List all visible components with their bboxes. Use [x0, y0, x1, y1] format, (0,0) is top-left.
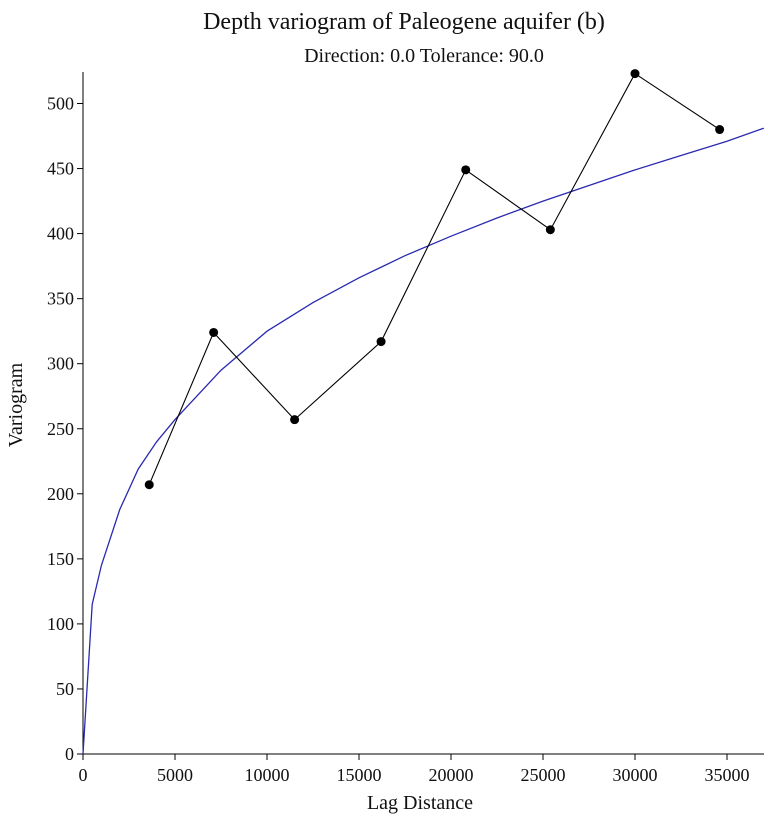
y-tick-label: 350	[47, 289, 74, 309]
x-axis-label: Lag Distance	[367, 792, 473, 814]
experimental-variogram-point	[290, 415, 300, 425]
chart-title: Depth variogram of Paleogene aquifer (b)	[203, 9, 605, 35]
x-ticks: 0 5000 10000 15000 20000 25000 30000 35000	[79, 754, 750, 785]
x-tick-label: 10000	[245, 765, 290, 785]
y-tick-label: 400	[47, 224, 74, 244]
experimental-variogram-point	[715, 125, 725, 135]
y-tick-label: 50	[56, 679, 74, 699]
y-axis-label: Variogram	[5, 362, 27, 447]
experimental-variogram-point	[376, 337, 386, 347]
y-tick-label: 250	[47, 419, 74, 439]
y-ticks: 0 50 100 150 200 250 300 350 400 450 500	[47, 94, 83, 764]
experimental-variogram-line	[148, 72, 720, 485]
axes	[82, 72, 764, 755]
x-tick-label: 0	[79, 765, 88, 785]
x-tick-label: 15000	[337, 765, 382, 785]
x-tick-label: 30000	[613, 765, 658, 785]
model-variogram-curve	[82, 127, 765, 755]
experimental-variogram-point	[630, 69, 640, 79]
experimental-variogram-point	[144, 480, 154, 490]
y-tick-label: 500	[47, 94, 74, 114]
y-tick-label: 200	[47, 484, 74, 504]
y-tick-label: 0	[65, 744, 74, 764]
experimental-variogram-layer	[144, 69, 725, 490]
x-tick-label: 35000	[705, 765, 750, 785]
y-tick-label: 150	[47, 549, 74, 569]
x-tick-label: 5000	[157, 765, 193, 785]
experimental-variogram-point	[545, 225, 555, 235]
y-tick-label: 450	[47, 159, 74, 179]
y-tick-label: 100	[47, 614, 74, 634]
experimental-variogram-point	[461, 165, 471, 175]
x-tick-label: 25000	[521, 765, 566, 785]
chart-subtitle: Direction: 0.0 Tolerance: 90.0	[304, 45, 544, 67]
y-tick-label: 300	[47, 354, 74, 374]
x-tick-label: 20000	[429, 765, 474, 785]
model-curve-layer	[82, 127, 765, 755]
experimental-variogram-point	[209, 327, 219, 337]
